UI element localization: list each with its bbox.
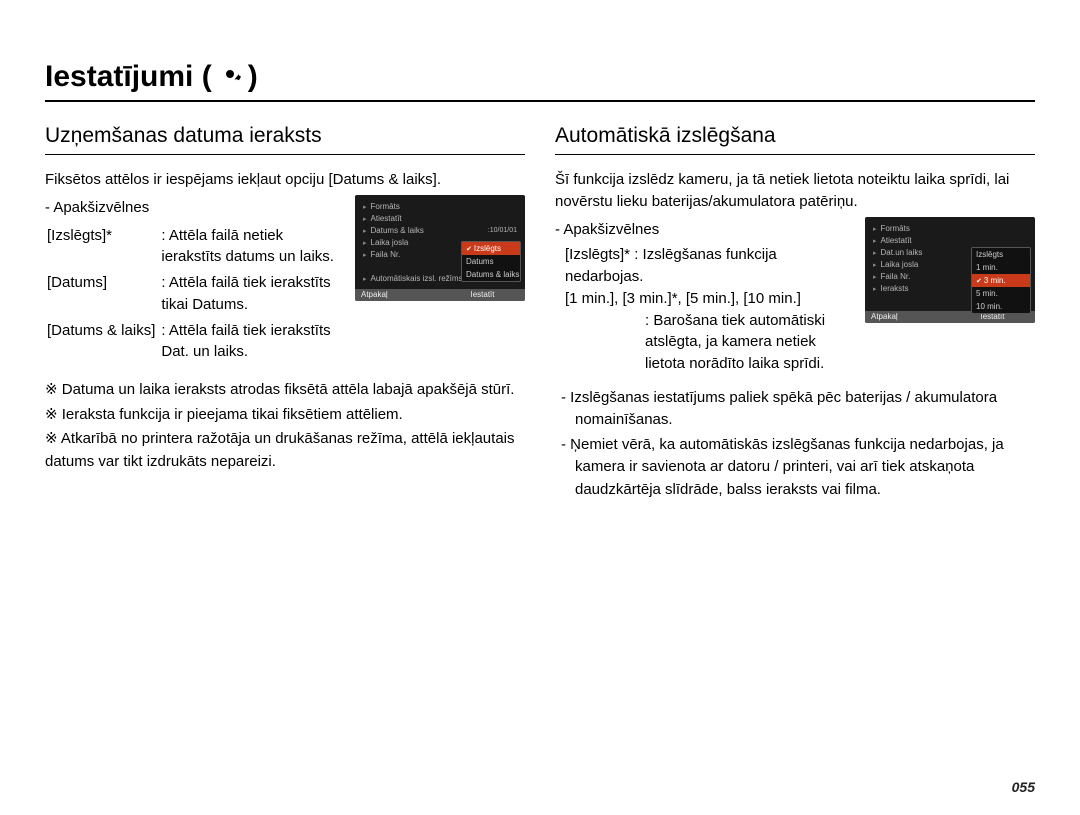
cam-row: ▸ Atiestatīt xyxy=(871,235,1029,247)
arrow-icon xyxy=(873,297,875,304)
cam-label: Atiestatīt xyxy=(881,236,1027,245)
cam-value: :10/01/01 xyxy=(488,227,517,234)
bullet: - Izslēgšanas iestatījums paliek spēkā p… xyxy=(561,387,1035,432)
cam-row: ▸ Formāts xyxy=(871,223,1029,235)
cam-option: 1 min. xyxy=(972,261,1030,274)
cam-row: ▸ Atiestatīt xyxy=(361,213,519,225)
arrow-icon: ▸ xyxy=(363,239,367,247)
gear-icon xyxy=(218,60,242,94)
right-intro: Šī funkcija izslēdz kameru, ja tā netiek… xyxy=(555,169,1035,213)
arrow-icon: ▸ xyxy=(363,275,367,283)
cam-footer-set: Iestatīt xyxy=(440,289,525,301)
right-sublabel: - Apakšizvēlnes xyxy=(555,219,855,241)
cam-option-selected: ✔Izslēgts xyxy=(462,242,520,255)
cam-label: Atiestatīt xyxy=(371,214,517,223)
arrow-icon: ▸ xyxy=(873,249,877,257)
content-columns: Uzņemšanas datuma ieraksts Fiksētos attē… xyxy=(45,124,1035,503)
left-definitions: - Apakšizvēlnes [Izslēgts]* : Attēla fai… xyxy=(45,191,345,367)
cam-option: Izslēgts xyxy=(972,248,1030,261)
right-section-title: Automātiskā izslēgšana xyxy=(555,124,1035,155)
note: ※ Ieraksta funkcija ir pieejama tikai fi… xyxy=(45,404,525,427)
table-row: [Izslēgts]* : Attēla failā netiek ieraks… xyxy=(47,225,343,271)
cam-popup: Izslēgts 1 min. ✔3 min. 5 min. 10 min. xyxy=(971,247,1031,314)
note: ※ Atkarībā no printera ražotāja un drukā… xyxy=(45,428,525,473)
cam-option: Datums & laiks xyxy=(462,268,520,281)
arrow-icon: ▸ xyxy=(873,273,877,281)
left-sublabel: - Apakšizvēlnes xyxy=(45,197,345,219)
cam-row: ▸ Datums & laiks:10/01/01 xyxy=(361,225,519,237)
arrow-icon: ▸ xyxy=(363,215,367,223)
left-content-row: - Apakšizvēlnes [Izslēgts]* : Attēla fai… xyxy=(45,191,525,367)
arrow-icon: ▸ xyxy=(363,203,367,211)
cam-label: Formāts xyxy=(371,202,517,211)
page-container: Iestatījumi ( ) Uzņemšanas datuma ieraks… xyxy=(0,0,1080,533)
right-content-row: - Apakšizvēlnes [Izslēgts]* : Izslēgšana… xyxy=(555,213,1035,375)
cam-popup: ✔Izslēgts Datums Datums & laiks xyxy=(461,241,521,282)
left-section-title: Uzņemšanas datuma ieraksts xyxy=(45,124,525,155)
off-label: [Izslēgts]* : Izslēgšanas funkcija nedar… xyxy=(555,244,855,288)
cam-option-selected: ✔3 min. xyxy=(972,274,1030,287)
definition-table: [Izslēgts]* : Attēla failā netiek ieraks… xyxy=(45,223,345,368)
left-column: Uzņemšanas datuma ieraksts Fiksētos attē… xyxy=(45,124,525,503)
def-desc: : Attēla failā tiek ierakstīts tikai Dat… xyxy=(161,272,343,318)
def-key: [Datums] xyxy=(47,272,159,318)
def-key: [Datums & laiks] xyxy=(47,320,159,366)
note: ※ Datuma un laika ieraksts atrodas fiksē… xyxy=(45,379,525,402)
cam-label: Datums & laiks xyxy=(371,226,488,235)
cam-option: Datums xyxy=(462,255,520,268)
camera-menu-left: ▸Formāts ▸Atiestatīt ▸Datums & laiks:10/… xyxy=(355,195,525,301)
cam-footer: Atpakaļ Iestatīt xyxy=(355,289,525,301)
cam-row: ▸ Formāts xyxy=(361,201,519,213)
cam-option: 5 min. xyxy=(972,287,1030,300)
arrow-icon xyxy=(363,263,365,270)
table-row: [Datums & laiks] : Attēla failā tiek ier… xyxy=(47,320,343,366)
page-title-suffix: ) xyxy=(248,60,258,94)
left-intro: Fiksētos attēlos ir iespējams iekļaut op… xyxy=(45,169,525,191)
def-desc: : Attēla failā netiek ierakstīts datums … xyxy=(161,225,343,271)
cam-footer-back: Atpakaļ xyxy=(355,289,440,301)
def-desc: : Attēla failā tiek ierakstīts Dat. un l… xyxy=(161,320,343,366)
page-title: Iestatījumi ( ) xyxy=(45,60,1035,102)
arrow-icon: ▸ xyxy=(873,225,877,233)
cam-option: 10 min. xyxy=(972,300,1030,313)
right-notes: - Izslēgšanas iestatījums paliek spēkā p… xyxy=(555,387,1035,502)
arrow-icon: ▸ xyxy=(873,237,877,245)
arrow-icon: ▸ xyxy=(363,251,367,259)
times-label: [1 min.], [3 min.]*, [5 min.], [10 min.] xyxy=(555,288,855,310)
arrow-icon: ▸ xyxy=(363,227,367,235)
camera-menu-right: ▸Formāts ▸Atiestatīt ▸Dat.un laiks ▸Laik… xyxy=(865,217,1035,323)
page-title-prefix: Iestatījumi ( xyxy=(45,60,212,94)
def-key: [Izslēgts]* xyxy=(47,225,159,271)
right-definitions: - Apakšizvēlnes [Izslēgts]* : Izslēgšana… xyxy=(555,213,855,375)
right-column: Automātiskā izslēgšana Šī funkcija izslē… xyxy=(555,124,1035,503)
cam-footer-back: Atpakaļ xyxy=(865,311,950,323)
page-number: 055 xyxy=(1012,779,1035,795)
check-icon: ✔ xyxy=(976,278,982,285)
bullet: - Ņemiet vērā, ka automātiskās izslēgšan… xyxy=(561,434,1035,502)
cam-label: Formāts xyxy=(881,224,1027,233)
left-notes: ※ Datuma un laika ieraksts atrodas fiksē… xyxy=(45,379,525,473)
table-row: [Datums] : Attēla failā tiek ierakstīts … xyxy=(47,272,343,318)
check-icon: ✔ xyxy=(466,246,472,253)
arrow-icon: ▸ xyxy=(873,261,877,269)
times-desc: : Barošana tiek automātiski atslēgta, ja… xyxy=(555,310,855,375)
arrow-icon: ▸ xyxy=(873,285,877,293)
